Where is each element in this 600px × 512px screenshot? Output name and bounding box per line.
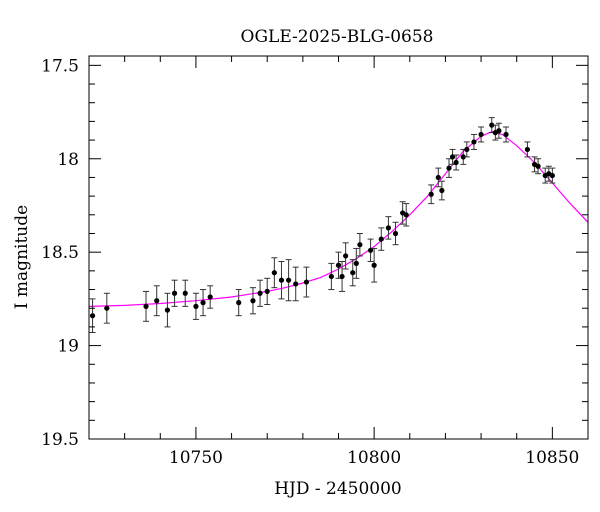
x-tick-label: 10850 (525, 448, 579, 468)
y-tick-label: 18 (57, 150, 79, 170)
tick-labels-layer: 10750 10800 10850 17.5 18 18.5 19 19.5 (41, 56, 579, 468)
data-point (236, 300, 242, 306)
model-curve-layer (88, 131, 589, 307)
data-point (471, 139, 477, 145)
data-point (171, 290, 178, 296)
y-tick-label: 17.5 (41, 56, 79, 76)
data-point (489, 122, 495, 128)
data-point (154, 298, 160, 304)
axis-ticks-layer (88, 56, 589, 440)
y-tick-label: 19.5 (41, 430, 79, 450)
plot-frame (88, 55, 589, 440)
data-point (357, 242, 363, 248)
data-point (535, 163, 541, 169)
data-point (143, 303, 149, 309)
data-point (353, 260, 359, 266)
data-point (392, 230, 399, 237)
data-point (453, 159, 459, 166)
data-point (371, 262, 377, 268)
data-point (439, 187, 445, 194)
data-point (464, 146, 470, 153)
data-point (496, 128, 502, 134)
data-point (435, 174, 441, 181)
data-point (339, 273, 345, 280)
data-point (378, 236, 384, 242)
data-point (164, 307, 171, 313)
data-point (343, 253, 349, 259)
data-point (278, 277, 285, 283)
x-tick-label: 10750 (169, 448, 223, 468)
x-axis-label: HJD - 2450000 (274, 479, 402, 499)
data-point (460, 154, 466, 160)
data-point (428, 191, 434, 197)
data-point (257, 290, 263, 296)
data-point (503, 131, 509, 138)
data-point (449, 154, 456, 160)
data-point (385, 225, 391, 231)
data-point (286, 277, 292, 283)
x-tick-label: 10800 (347, 448, 401, 468)
y-tick-label: 19 (57, 337, 79, 357)
data-point (303, 279, 310, 285)
data-point (200, 300, 206, 306)
data-point (207, 294, 213, 300)
data-point (271, 270, 277, 276)
data-point (182, 290, 188, 296)
data-point (250, 298, 256, 304)
data-point (446, 165, 452, 171)
data-point (104, 305, 110, 311)
data-point (293, 281, 299, 287)
data-point (524, 146, 531, 153)
data-point (367, 247, 374, 253)
data-point (549, 172, 555, 179)
data-point (193, 303, 199, 309)
data-point (89, 313, 96, 319)
data-point (335, 262, 342, 268)
y-tick-label: 18.5 (41, 243, 79, 263)
data-point (328, 273, 334, 280)
data-point (478, 131, 484, 138)
data-points-layer (89, 117, 556, 334)
data-point (403, 212, 409, 218)
data-point (264, 288, 270, 295)
y-axis-label: I magnitude (12, 205, 32, 309)
chart-title: OGLE-2025-BLG-0658 (241, 27, 434, 47)
data-point (350, 270, 356, 276)
model-curve (88, 131, 589, 307)
